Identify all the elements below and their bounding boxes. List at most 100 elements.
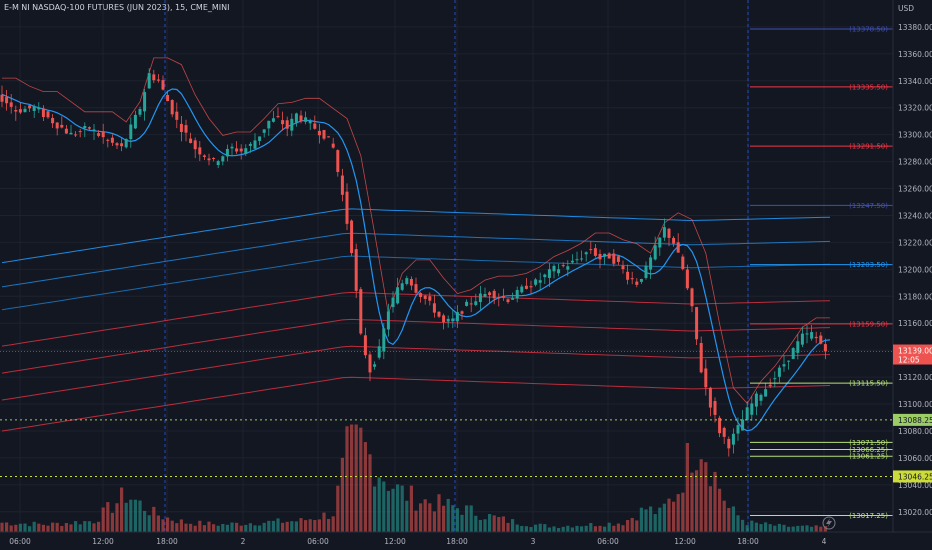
volume-bar [129, 499, 133, 532]
candle-body [520, 286, 524, 293]
band-line [1, 318, 831, 374]
volume-bar [382, 481, 386, 532]
candle-body [354, 249, 358, 291]
volume-bar [676, 494, 680, 532]
volume-bar [667, 498, 671, 532]
volume-bar [331, 516, 335, 532]
candle-body [170, 100, 174, 115]
volume-bar [589, 522, 593, 532]
volume-bar [143, 510, 147, 532]
lightning-glyph [826, 518, 832, 528]
volume-bar [368, 454, 372, 532]
candle-body [492, 290, 496, 299]
volume-bar [534, 524, 538, 532]
candle-body [616, 256, 620, 262]
y-tick-label: 13260.00 [898, 185, 932, 194]
candle-body [451, 318, 455, 322]
volume-bar [442, 505, 446, 532]
candle-body [653, 245, 657, 260]
candle-body [722, 427, 726, 437]
candle-body [28, 105, 32, 109]
candle-body [46, 111, 50, 118]
candle-body [759, 394, 763, 401]
candle-body [570, 260, 574, 263]
volume-bar [455, 508, 459, 532]
candle-body [529, 286, 533, 288]
volume-bar [570, 527, 574, 532]
volume-bar [520, 525, 524, 532]
volume-bar [37, 523, 41, 532]
candle-body [437, 311, 441, 317]
volume-bar [18, 523, 22, 532]
volume-bar [78, 524, 82, 532]
candle-body [612, 253, 616, 264]
volume-bar [92, 523, 96, 532]
candle-body [124, 138, 128, 148]
volume-bar [557, 528, 561, 532]
volume-bar [704, 462, 708, 532]
candle-body [483, 293, 487, 297]
volume-bar [386, 490, 390, 532]
y-tick-label: 13120.00 [898, 373, 932, 382]
volume-bar [225, 524, 229, 532]
candle-body [363, 335, 367, 356]
volume-bar [428, 503, 432, 532]
price-tag [893, 413, 932, 426]
candle-body [239, 148, 243, 152]
candle-body [308, 120, 312, 124]
volume-bar [5, 522, 9, 532]
candle-body [202, 155, 206, 157]
candle-body [78, 131, 82, 133]
candle-body [14, 110, 18, 112]
x-tick-label: 06:00 [9, 537, 31, 546]
candle-body [575, 259, 579, 261]
candle-body [115, 143, 119, 146]
level-label: (13291.50) [849, 143, 888, 151]
volume-bar [791, 526, 795, 532]
candle-body [750, 403, 754, 415]
volume-bar [147, 515, 151, 532]
x-tick-label: 12:00 [674, 537, 696, 546]
y-tick-label: 13060.00 [898, 454, 932, 463]
volume-bar [340, 457, 344, 532]
candle-body [814, 336, 818, 339]
candle-body [708, 387, 712, 408]
volume-bar [736, 515, 740, 532]
volume-bar [336, 485, 340, 532]
volume-bar [575, 525, 579, 532]
candle-body [97, 133, 101, 136]
volume-bar [230, 522, 234, 532]
y-tick-label: 13100.00 [898, 400, 932, 409]
y-tick-label: 13200.00 [898, 265, 932, 274]
candle-body [676, 242, 680, 253]
chart-title: E-MINI NASDAQ-100 FUTURES (JUN 2023), 15… [4, 3, 230, 12]
candle-body [511, 298, 515, 300]
candle-body [386, 311, 390, 330]
volume-bar [46, 525, 50, 532]
level-label: (13378.50) [849, 25, 888, 33]
candle-body [469, 303, 473, 305]
candle-body [662, 227, 666, 238]
candle-body [593, 248, 597, 256]
volume-bar [547, 527, 551, 532]
volume-bar [796, 525, 800, 532]
volume-bar [377, 477, 381, 532]
volume-bar [207, 521, 211, 532]
candle-body [566, 266, 570, 270]
candle-body [345, 191, 349, 224]
y-tick-label: 13360.00 [898, 50, 932, 59]
volume-bar [727, 507, 731, 532]
candle-body [791, 348, 795, 359]
volume-bar [0, 522, 4, 532]
volume-bar [658, 507, 662, 532]
candle-body [805, 333, 809, 335]
candle-body [423, 295, 427, 299]
volume-bar [511, 519, 515, 532]
candle-body [166, 94, 170, 102]
volume-bar [524, 526, 528, 532]
volume-bar [363, 442, 367, 532]
candle-body [455, 312, 459, 322]
x-tick-label: 12:00 [92, 537, 114, 546]
candle-body [405, 278, 409, 284]
